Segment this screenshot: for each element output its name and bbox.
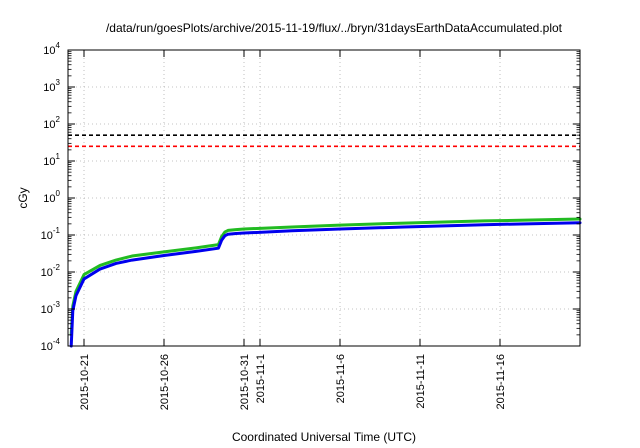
y-tick-label: 101 <box>43 152 60 168</box>
series-lines <box>69 217 582 348</box>
y-tick-label: 103 <box>43 78 60 94</box>
x-axis-label: Coordinated Universal Time (UTC) <box>232 430 416 444</box>
x-tick-label: 2015-11-1 <box>255 354 267 403</box>
reference-lines <box>68 134 580 148</box>
x-tick-label: 2015-11-6 <box>335 354 347 403</box>
x-tick-label: 2015-11-11 <box>415 354 427 409</box>
chart-title: /data/run/goesPlots/archive/2015-11-19/f… <box>106 21 563 35</box>
x-tick-label: 2015-10-26 <box>159 354 171 410</box>
y-tick-label: 10-3 <box>41 300 61 316</box>
y-tick-label: 104 <box>43 41 60 57</box>
y-tick-label: 10-1 <box>41 226 61 242</box>
y-tick-label: 102 <box>43 115 60 131</box>
y-tick-label: 10-2 <box>41 263 61 279</box>
x-tick-label: 2015-11-16 <box>495 354 507 409</box>
series-line <box>69 221 582 348</box>
x-tick-label: 2015-10-31 <box>239 354 251 410</box>
x-tick-label: 2015-10-21 <box>79 354 91 410</box>
y-axis-label: cGy <box>16 187 30 208</box>
grid-lines <box>68 50 580 346</box>
y-axis: 10-4 10-3 10-2 10-1 100 101 102 103 104 <box>41 41 580 353</box>
x-axis: 2015-10-21 2015-10-26 2015-10-31 2015-11-1 2… <box>79 50 507 410</box>
series-line <box>69 217 582 337</box>
y-tick-label: 100 <box>43 189 60 205</box>
y-tick-label: 10-4 <box>41 337 61 353</box>
